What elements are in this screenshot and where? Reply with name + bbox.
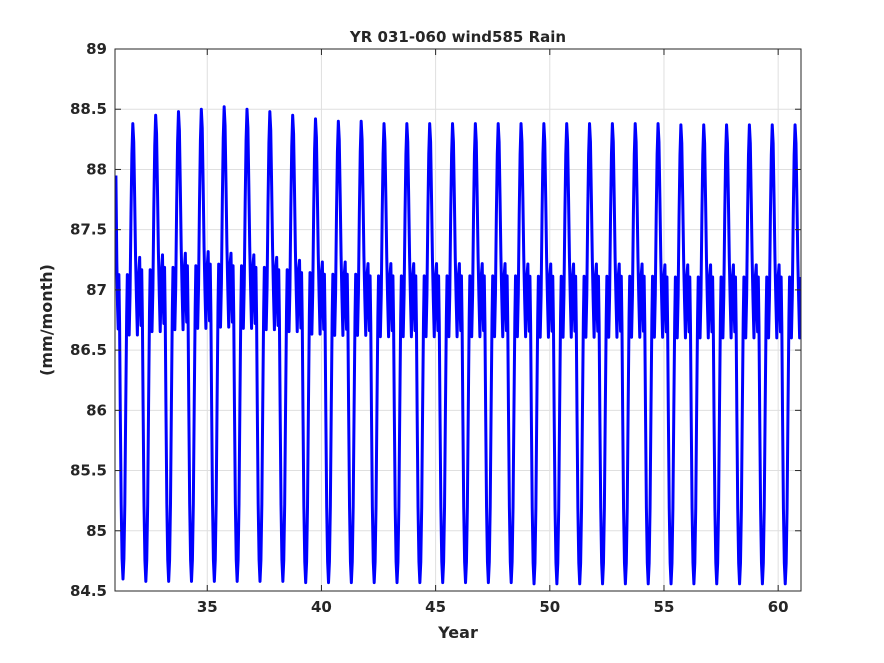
y-tick-label: 89 bbox=[86, 40, 107, 58]
y-tick-label: 88 bbox=[86, 160, 107, 178]
x-tick-label: 40 bbox=[311, 598, 332, 616]
x-tick-label: 35 bbox=[197, 598, 218, 616]
x-axis-label: Year bbox=[437, 623, 478, 642]
rain-series-line bbox=[115, 105, 801, 586]
y-tick-label: 84.5 bbox=[70, 582, 107, 600]
x-tick-label: 60 bbox=[768, 598, 789, 616]
y-axis-label: (mm/month) bbox=[37, 264, 56, 376]
series-layer bbox=[115, 105, 801, 586]
y-tick-label: 85.5 bbox=[70, 462, 107, 480]
ticks: 35 40 45 50 55 60 84.5 85 85.5 86 86.5 87 87.5 88 88.5… bbox=[70, 40, 801, 616]
x-tick-label: 55 bbox=[654, 598, 675, 616]
y-tick-label: 86 bbox=[86, 401, 107, 419]
y-tick-label: 87.5 bbox=[70, 221, 107, 239]
y-tick-label: 85 bbox=[86, 522, 107, 540]
y-tick-label: 87 bbox=[86, 281, 107, 299]
y-tick-label: 88.5 bbox=[70, 100, 107, 118]
y-tick-label: 86.5 bbox=[70, 341, 107, 359]
axes-box bbox=[114, 48, 802, 592]
chart-title: YR 031-060 wind585 Rain bbox=[349, 28, 566, 46]
x-tick-label: 45 bbox=[425, 598, 446, 616]
x-tick-label: 50 bbox=[539, 598, 560, 616]
